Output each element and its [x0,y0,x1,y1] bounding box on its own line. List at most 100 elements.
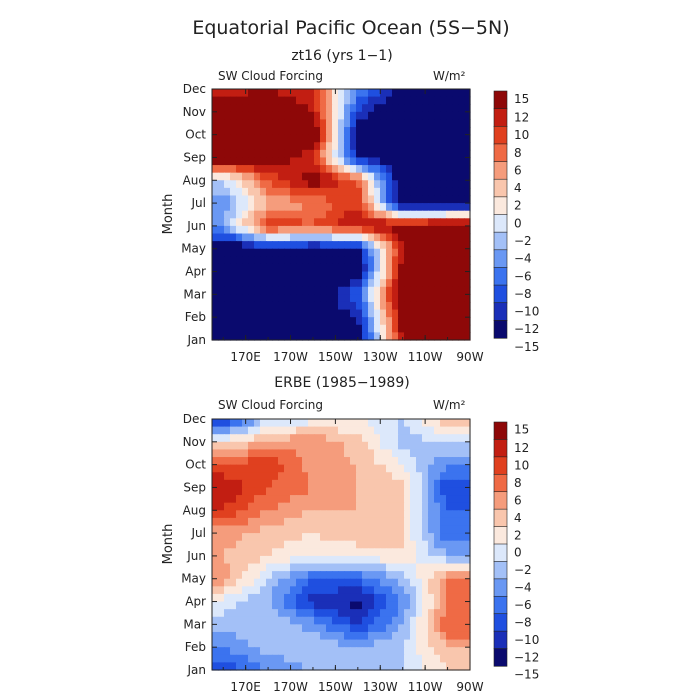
heatmap-cell [290,419,297,428]
heatmap-cell [260,89,267,98]
heatmap-cell [236,647,243,656]
heatmap-cell [326,419,333,428]
heatmap-cell [224,586,231,595]
heatmap-cell [362,631,369,641]
y-axis-label: Month [161,194,176,235]
heatmap-cell [386,271,393,280]
heatmap-cell [302,555,309,565]
heatmap-cell [296,464,303,473]
heatmap-cell [464,317,471,326]
heatmap-cell [266,119,273,128]
heatmap-cell [254,457,261,466]
heatmap-cell [260,510,267,519]
heatmap-cell [284,571,291,580]
heatmap-cell [236,555,243,565]
heatmap-cell [212,533,219,542]
heatmap-cell [260,317,267,326]
heatmap-cell [272,502,279,511]
heatmap-cell [278,647,285,656]
heatmap-cell [428,180,435,189]
heatmap-cell [314,127,321,136]
heatmap-cell [380,548,387,557]
heatmap-cell [290,555,297,565]
heatmap-cell [440,324,447,333]
heatmap-cell [344,301,351,311]
heatmap-cell [374,472,381,481]
heatmap-cell [344,662,351,671]
heatmap-cell [314,332,321,341]
heatmap-cell [416,203,423,212]
heatmap-cell [404,472,411,481]
heatmap-cell [392,479,399,489]
heatmap-cell [350,271,357,280]
heatmap-cell [326,662,333,671]
heatmap-cell [272,616,279,625]
heatmap-cell [302,548,309,557]
heatmap-cell [308,533,315,542]
heatmap-cell [416,104,423,113]
heatmap-cell [386,555,393,565]
heatmap-cell [278,309,285,318]
heatmap-cell [224,294,231,303]
heatmap-cell [314,142,321,151]
heatmap-cell [440,449,447,458]
heatmap-cell [434,502,441,511]
heatmap-cell [290,639,297,648]
heatmap-cell [350,426,357,435]
heatmap-cell [380,263,387,273]
heatmap-cell [236,639,243,648]
heatmap-cell [404,434,411,443]
heatmap-cell [230,434,237,443]
heatmap-cell [344,631,351,641]
colorbar-label: 15 [514,92,529,106]
heatmap-cell [392,578,399,587]
heatmap-cell [230,419,237,428]
heatmap-cell [428,662,435,671]
heatmap-cell [284,586,291,595]
heatmap-cell [428,127,435,136]
heatmap-cell [392,89,399,98]
heatmap-cell [332,294,339,303]
heatmap-cell [386,457,393,466]
heatmap-cell [260,654,267,663]
heatmap-cell [380,165,387,174]
heatmap-cell [218,218,225,227]
heatmap-cell [416,279,423,288]
heatmap-cell [350,142,357,151]
heatmap-cell [440,601,447,610]
heatmap-cell [272,441,279,451]
heatmap-cell [242,548,249,557]
heatmap-cell [446,434,453,443]
y-tick-label: May [181,572,206,586]
heatmap-cell [410,119,417,128]
heatmap-cell [224,127,231,136]
heatmap-cell [440,127,447,136]
heatmap-cell [344,571,351,580]
heatmap-cell [224,419,231,428]
heatmap-cell [386,324,393,333]
heatmap-cell [230,510,237,519]
heatmap-cell [380,111,387,121]
heatmap-cell [446,495,453,504]
heatmap-cell [458,631,465,641]
heatmap-cell [416,548,423,557]
heatmap-cell [350,449,357,458]
heatmap-cell [386,195,393,204]
heatmap-cell [458,586,465,595]
heatmap-cell [254,502,261,511]
heatmap-cell [344,241,351,250]
heatmap-cell [464,563,471,572]
heatmap-cell [434,180,441,189]
heatmap-cell [446,119,453,128]
heatmap-cell [284,502,291,511]
heatmap-cell [272,89,279,98]
heatmap-cell [314,586,321,595]
heatmap-cell [362,472,369,481]
heatmap-cell [278,180,285,189]
heatmap-cell [290,324,297,333]
heatmap-cell [314,225,321,235]
heatmap-cell [260,263,267,273]
heatmap-cell [362,195,369,204]
heatmap-cell [314,449,321,458]
heatmap-cell [332,187,339,197]
